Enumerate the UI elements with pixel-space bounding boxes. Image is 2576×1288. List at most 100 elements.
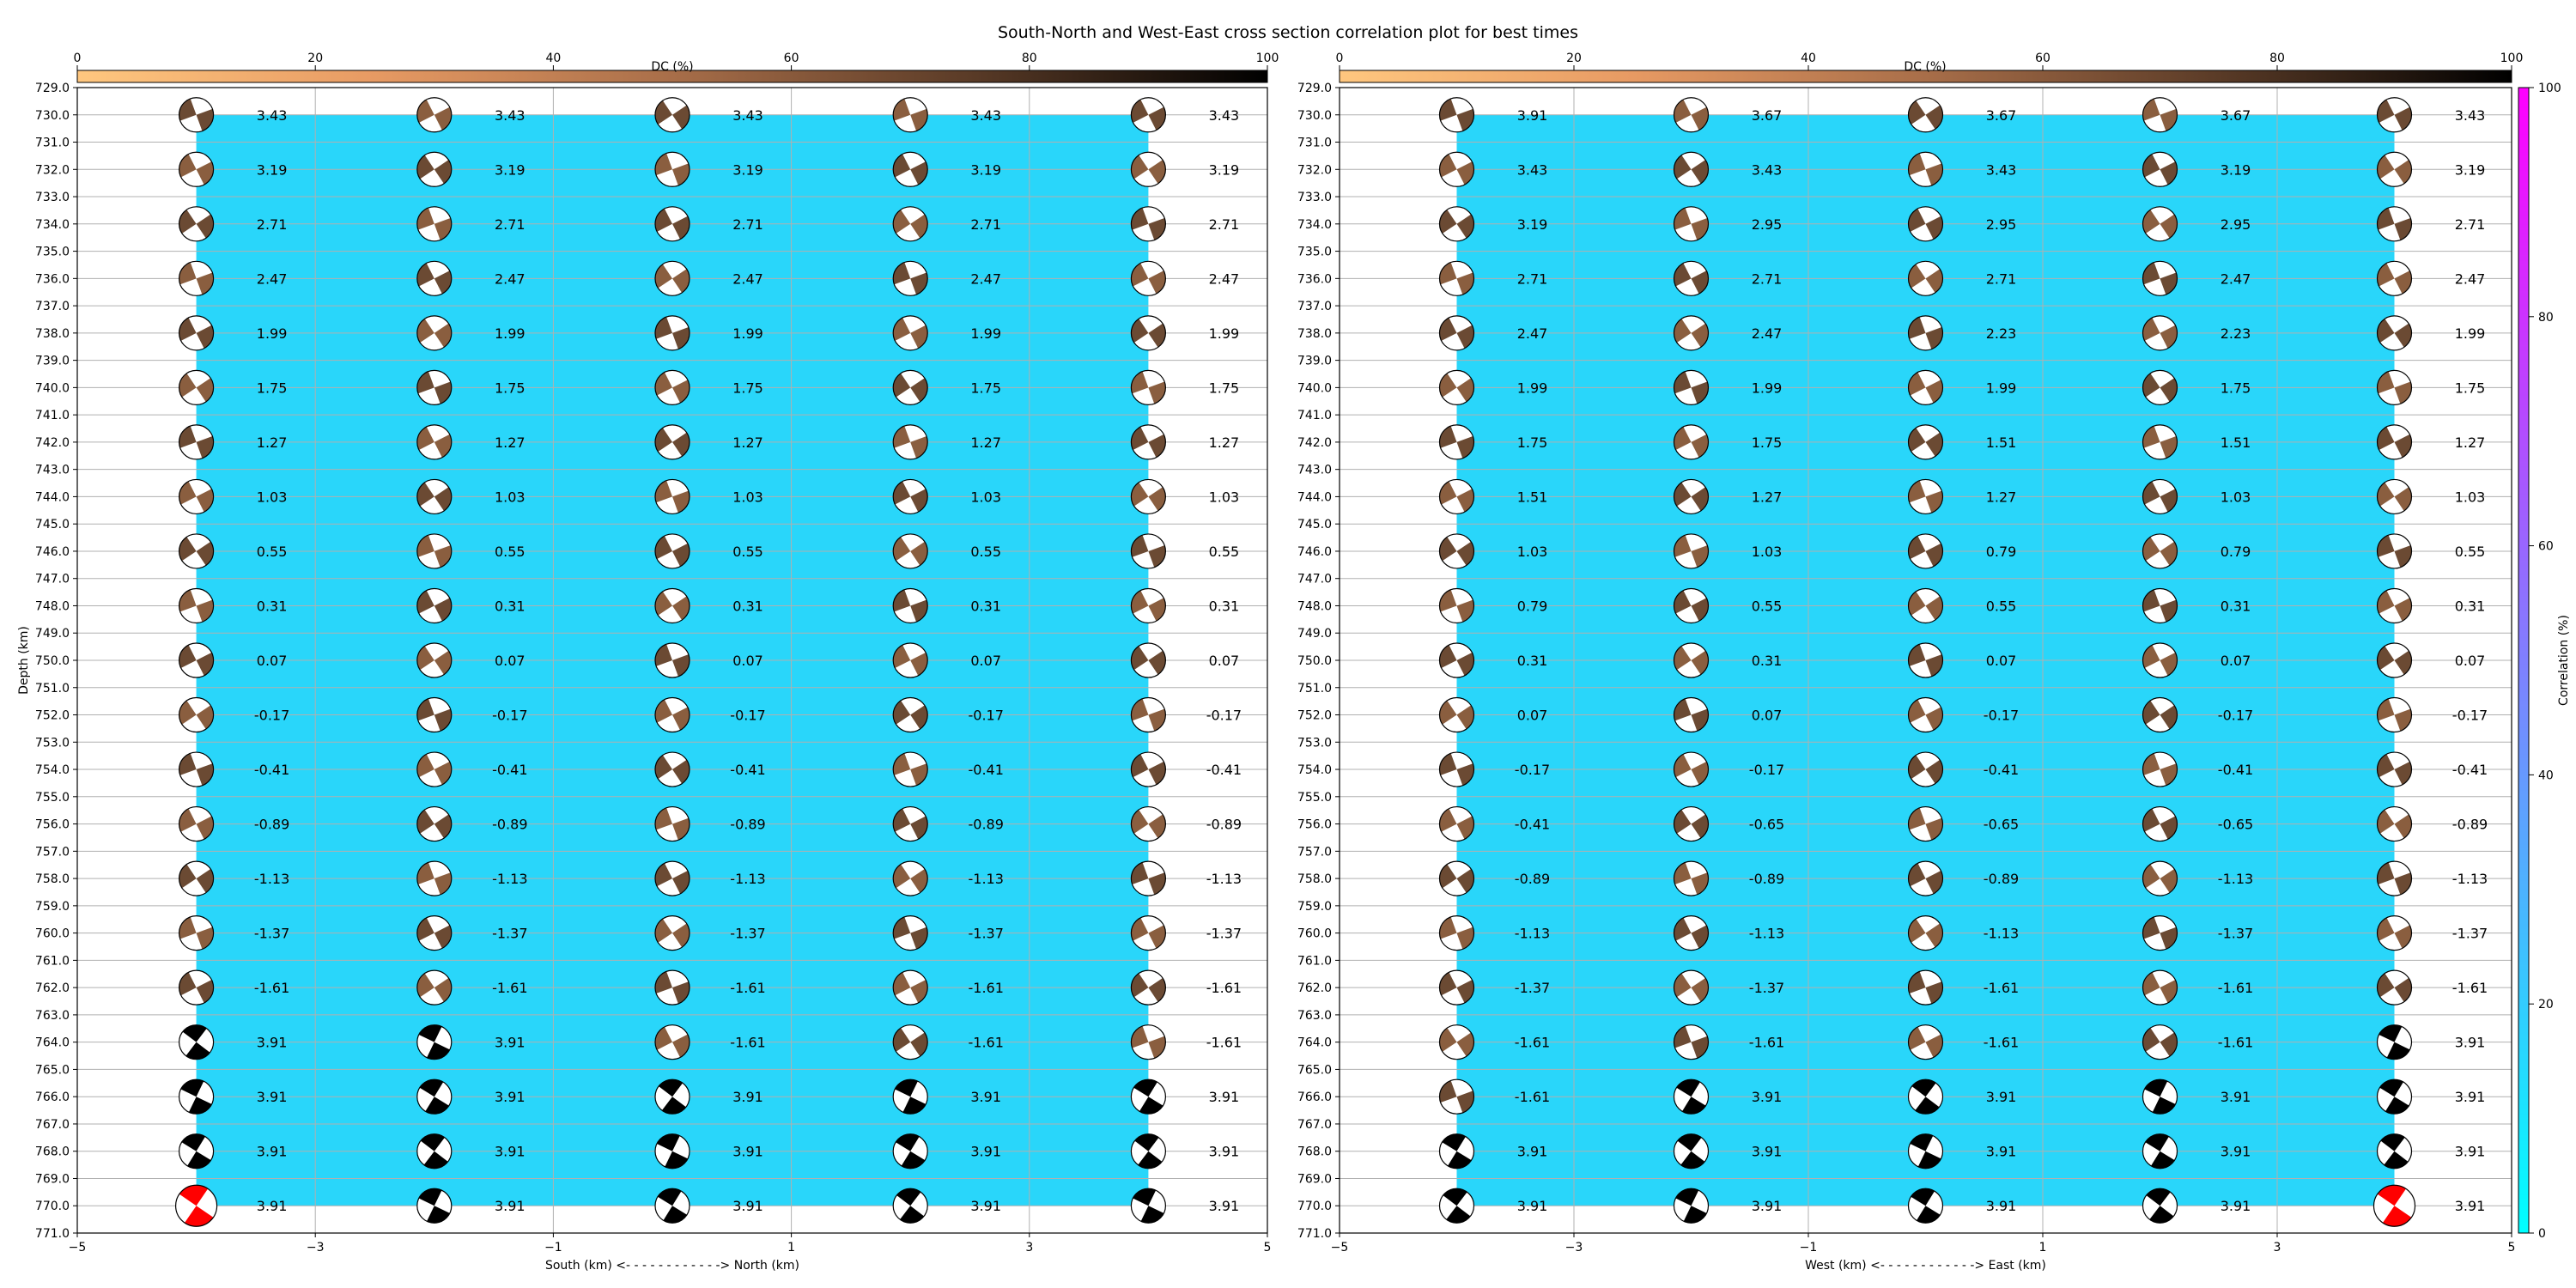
ytick-label: 749.0 (35, 627, 70, 641)
beachball-brown (179, 206, 215, 242)
ytick-label: 760.0 (35, 927, 70, 941)
ytick-label: 742.0 (35, 436, 70, 450)
time-label: 3.91 (970, 1089, 1001, 1105)
ytick-label: 759.0 (1297, 900, 1332, 914)
beachball-black (2142, 1188, 2178, 1224)
time-label: -1.13 (1515, 926, 1550, 942)
time-label: -1.13 (492, 871, 527, 887)
time-label: 3.91 (495, 1089, 526, 1105)
beachball-brown (2376, 478, 2413, 515)
time-label: -0.41 (492, 762, 527, 778)
beachball-brown (2142, 97, 2178, 133)
beachball-brown (2376, 97, 2413, 133)
beachball-brown (892, 206, 928, 242)
dc-colorbar-left-label: DC (%) (651, 60, 693, 74)
time-label: 1.51 (1986, 434, 2017, 451)
ytick-label: 768.0 (1297, 1145, 1332, 1159)
time-label: 0.79 (2221, 544, 2251, 560)
time-label: 0.07 (1986, 653, 2017, 669)
beachball-brown (1673, 478, 1710, 515)
beachball-brown (892, 478, 928, 515)
beachball-brown (416, 97, 453, 133)
ytick-label: 740.0 (1297, 381, 1332, 395)
beachball-black (892, 1133, 928, 1170)
beachball-brown (1673, 751, 1710, 787)
beachball-brown (1907, 696, 1944, 733)
beachball-brown (1907, 805, 1944, 842)
time-label: -1.13 (730, 871, 765, 887)
xtick-label: 5 (1264, 1241, 1272, 1255)
beachball-brown (1438, 915, 1475, 951)
beachball-brown (1130, 533, 1167, 569)
beachball-brown (1130, 1024, 1167, 1060)
time-label: 0.55 (732, 544, 763, 560)
time-label: -0.17 (2218, 708, 2253, 724)
time-label: 2.71 (2455, 216, 2486, 233)
beachball-brown (2142, 915, 2178, 951)
time-label: 0.07 (2221, 653, 2251, 669)
ytick-label: 767.0 (35, 1118, 70, 1132)
time-label: 0.07 (970, 653, 1001, 669)
beachball-brown (1438, 206, 1475, 242)
xtick-label: −1 (1800, 1241, 1818, 1255)
beachball-brown (416, 915, 453, 951)
time-label: 3.91 (1209, 1089, 1240, 1105)
time-label: 0.07 (732, 653, 763, 669)
beachball-brown (1673, 533, 1710, 569)
time-label: -0.17 (1984, 708, 2019, 724)
beachball-brown (654, 315, 690, 351)
beachball-brown (2142, 369, 2178, 405)
corr-tick-label: 60 (2538, 540, 2554, 554)
beachball-brown (1673, 206, 1710, 242)
beachball-brown (416, 533, 453, 569)
time-label: -1.37 (492, 926, 527, 942)
time-label: 1.03 (970, 489, 1001, 505)
time-label: 0.79 (1517, 598, 1548, 614)
beachball-brown (654, 751, 690, 787)
beachball-brown (1438, 97, 1475, 133)
time-label: -1.37 (2452, 926, 2488, 942)
time-label: 1.75 (1752, 434, 1783, 451)
time-label: 3.43 (2455, 107, 2486, 124)
time-label: -0.89 (492, 817, 527, 833)
time-label: 1.75 (495, 380, 526, 396)
time-label: 3.19 (2455, 161, 2486, 178)
beachball-black (416, 1078, 453, 1115)
time-label: 1.99 (257, 325, 288, 342)
beachball-brown (1907, 533, 1944, 569)
beachball-black (1438, 1133, 1475, 1170)
beachball-brown (654, 805, 690, 842)
time-label: -0.89 (1749, 871, 1784, 887)
time-label: 3.91 (257, 1144, 288, 1160)
time-label: -1.37 (1515, 980, 1550, 996)
time-label: 2.71 (257, 216, 288, 233)
ytick-label: 763.0 (1297, 1009, 1332, 1023)
time-label: 3.91 (2221, 1089, 2251, 1105)
beachball-brown (1130, 478, 1167, 515)
xtick-label: 1 (2039, 1241, 2047, 1255)
beachball-black (1673, 1133, 1710, 1170)
ytick-label: 755.0 (35, 791, 70, 805)
dc-tick-label: 60 (784, 52, 799, 65)
time-label: 1.99 (732, 325, 763, 342)
time-label: 3.91 (1209, 1198, 1240, 1214)
x-axis-label: South (km) <- - - - - - - - - - - -> Nor… (545, 1259, 799, 1273)
ytick-label: 758.0 (1297, 872, 1332, 886)
ytick-label: 746.0 (35, 545, 70, 559)
beachball-brown (2376, 805, 2413, 842)
beachball-brown (179, 915, 215, 951)
time-label: -1.61 (1515, 1089, 1550, 1105)
time-label: 0.31 (2221, 598, 2251, 614)
beachball-brown (1673, 151, 1710, 187)
time-label: 2.23 (1986, 325, 2017, 342)
time-label: -0.17 (254, 708, 289, 724)
ytick-label: 743.0 (35, 464, 70, 477)
time-label: 3.91 (257, 1035, 288, 1051)
beachball-black (1907, 1133, 1944, 1170)
time-label: -1.61 (730, 1035, 765, 1051)
ytick-label: 765.0 (35, 1063, 70, 1077)
beachball-brown (179, 97, 215, 133)
time-label: 1.03 (732, 489, 763, 505)
time-label: 1.27 (732, 434, 763, 451)
time-label: 1.75 (970, 380, 1001, 396)
